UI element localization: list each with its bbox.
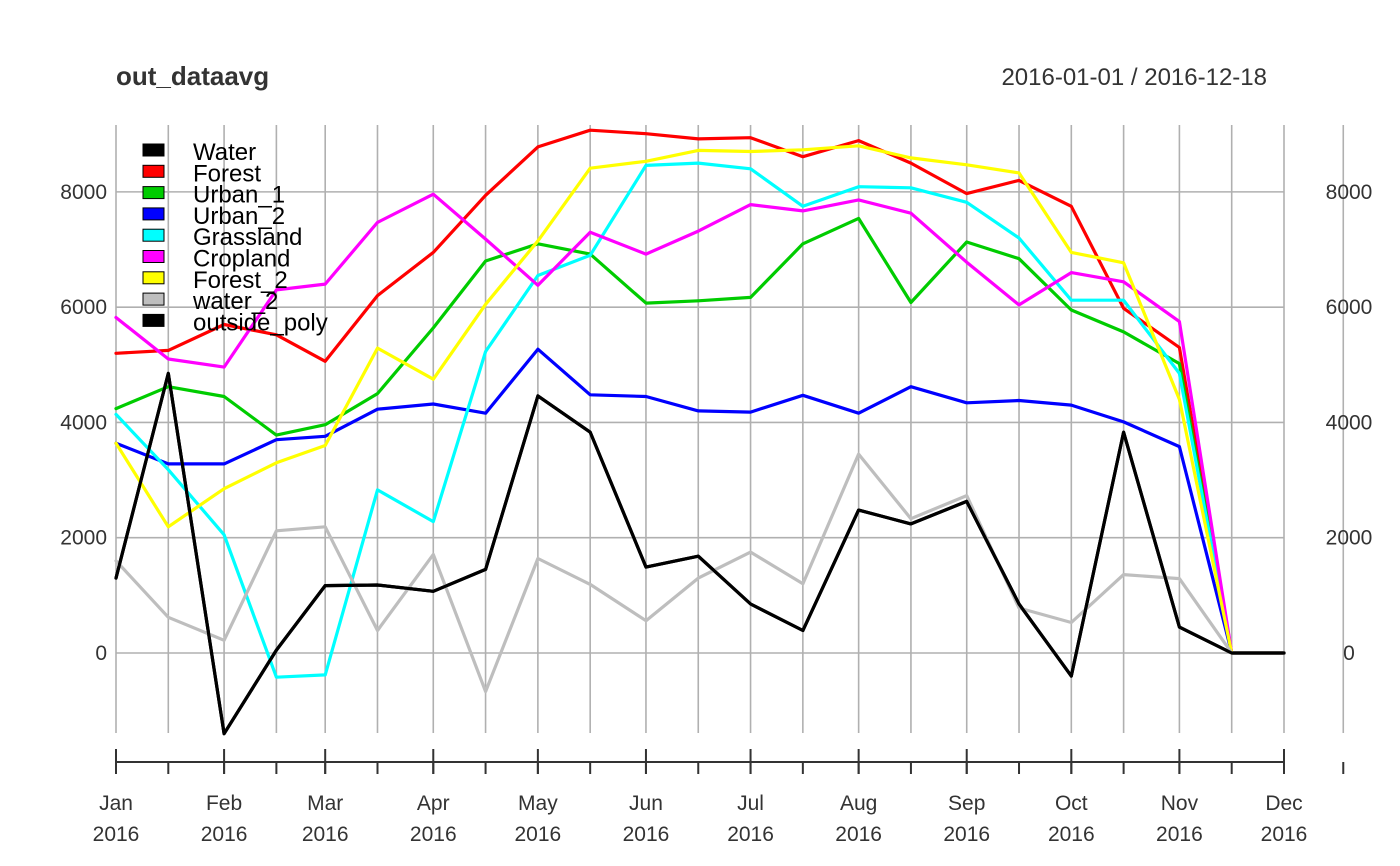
legend-swatch	[142, 143, 165, 157]
x-tick-label-year: 2016	[1156, 823, 1203, 846]
series-line-grassland	[114, 161, 1286, 679]
x-tick-label-year: 2016	[943, 823, 990, 846]
axes: 0 0 2000 2000 4000 4000 6000 6000 8000 8000 Jan 201…	[60, 181, 1372, 846]
x-tick-label-year: 2016	[201, 823, 248, 846]
x-tick-label-year: 2016	[835, 823, 882, 846]
x-tick-label-month: Nov	[1161, 792, 1199, 815]
y-tick-label-right: 0	[1343, 642, 1355, 665]
x-tick-label-month: May	[518, 792, 558, 815]
x-tick-label-month: Apr	[417, 792, 450, 815]
series-line-forest	[114, 128, 1286, 655]
series-line-forest-2	[114, 144, 1286, 655]
x-tick-label-month: Dec	[1265, 792, 1302, 815]
x-tick-label-year: 2016	[515, 823, 562, 846]
x-tick-label-month: Sep	[948, 792, 985, 815]
y-tick-label-left: 0	[95, 642, 107, 665]
legend-label: Forest_2	[193, 267, 288, 294]
legend-swatch	[142, 228, 165, 242]
y-tick-label-right: 8000	[1326, 181, 1373, 204]
y-tick-label-left: 2000	[60, 527, 107, 550]
series-line-urban-1	[114, 216, 1286, 655]
legend-label: Forest	[193, 160, 261, 187]
x-tick-label-month: Mar	[307, 792, 343, 815]
x-tick-label-year: 2016	[93, 823, 140, 846]
legend-label: Urban_1	[193, 182, 285, 209]
series-line-outside-poly	[114, 371, 1286, 736]
legend-swatch	[142, 313, 165, 327]
x-tick-label-year: 2016	[623, 823, 670, 846]
legend-label: outside_poly	[193, 309, 328, 336]
legend-swatch	[142, 250, 165, 263]
y-tick-label-right: 4000	[1326, 411, 1373, 434]
series-line-water-2	[114, 452, 1286, 694]
x-tick-label-year: 2016	[727, 823, 774, 846]
x-tick-label-year: 2016	[1048, 823, 1095, 846]
y-tick-label-left: 6000	[60, 296, 107, 319]
legend-label: Cropland	[193, 246, 290, 273]
y-tick-label-right: 2000	[1326, 527, 1373, 550]
x-tick-label-year: 2016	[1261, 823, 1308, 846]
series-line-urban-2	[114, 347, 1286, 655]
legend-label: Urban_2	[193, 203, 285, 230]
series-line-water	[114, 371, 1286, 736]
legend-label: Grassland	[193, 224, 302, 251]
y-tick-label-left: 8000	[60, 181, 107, 204]
x-tick-label-month: Feb	[206, 792, 242, 815]
x-tick-label-year: 2016	[410, 823, 457, 846]
x-tick-label-year: 2016	[302, 823, 349, 846]
x-tick-label-month: Aug	[840, 792, 877, 815]
legend-swatch	[142, 186, 165, 200]
date-range-label: 2016-01-01 / 2016-12-18	[1001, 64, 1267, 91]
legend-swatch	[142, 164, 165, 178]
legend-label: water_2	[192, 288, 278, 315]
x-tick-label-month: Jul	[737, 792, 764, 815]
legend: WaterForestUrban_1Urban_2GrasslandCropla…	[142, 139, 328, 336]
y-tick-label-left: 4000	[60, 411, 107, 434]
legend-swatch	[142, 292, 165, 306]
chart-title: out_dataavg	[116, 61, 269, 91]
x-tick-label-month: Oct	[1055, 792, 1088, 815]
legend-label: Water	[193, 139, 256, 166]
x-tick-label-month: Jun	[629, 792, 663, 815]
series-line-cropland	[114, 192, 1286, 655]
series-lines	[114, 128, 1286, 736]
y-tick-label-right: 6000	[1326, 296, 1373, 319]
legend-swatch	[142, 271, 165, 285]
x-tick-label-month: Jan	[99, 792, 133, 815]
legend-swatch	[142, 207, 165, 221]
